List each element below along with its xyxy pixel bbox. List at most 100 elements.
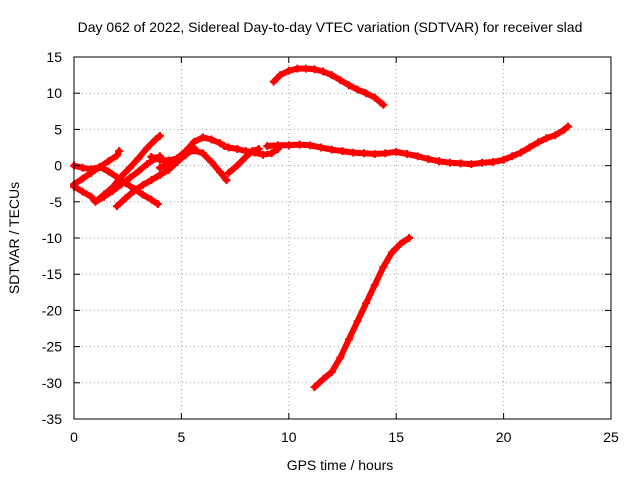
data-series <box>70 64 573 392</box>
data-point <box>112 151 121 160</box>
axis-ticks: 0 5 10 15 20 25 -35 -30 -25 -20 -15 -10 -5 0 5 10 15 <box>42 49 619 445</box>
data-point <box>456 159 465 168</box>
data-point <box>379 262 388 271</box>
data-point <box>125 163 134 172</box>
data-point <box>147 195 156 204</box>
x-tick-label: 25 <box>603 429 619 445</box>
data-point <box>125 173 134 182</box>
data-point <box>435 157 444 166</box>
data-point <box>525 143 534 152</box>
data-point <box>220 142 229 151</box>
data-point <box>259 150 268 159</box>
data-point <box>241 152 250 161</box>
x-tick-label: 5 <box>178 429 186 445</box>
data-point <box>344 81 353 90</box>
data-point <box>104 167 113 176</box>
data-point <box>222 176 231 185</box>
data-point <box>336 353 345 362</box>
data-point <box>381 149 390 158</box>
series-track-4 <box>91 131 164 206</box>
data-point <box>559 126 568 135</box>
data-point <box>263 142 272 151</box>
y-tick-label: 15 <box>46 49 62 65</box>
data-point <box>216 168 225 177</box>
data-point <box>130 186 139 195</box>
y-tick-label: 5 <box>54 121 62 137</box>
data-point <box>216 139 225 148</box>
data-point <box>155 171 164 180</box>
data-point <box>117 172 126 181</box>
data-point <box>310 65 319 74</box>
data-point <box>310 383 319 392</box>
data-point <box>445 158 454 167</box>
data-point <box>317 143 326 152</box>
y-tick-label: 10 <box>46 85 62 101</box>
data-point <box>269 77 278 86</box>
data-point <box>508 152 517 161</box>
data-point <box>338 147 347 156</box>
data-point <box>87 192 96 201</box>
data-point <box>344 335 353 344</box>
data-point <box>370 93 379 102</box>
data-point <box>362 89 371 98</box>
data-point <box>274 141 283 150</box>
data-point <box>173 155 182 164</box>
data-point <box>293 64 302 73</box>
data-point <box>301 64 310 73</box>
data-point <box>198 149 207 158</box>
data-point <box>207 135 216 144</box>
y-tick-label: -20 <box>42 302 62 318</box>
data-point <box>387 248 396 257</box>
data-point <box>467 160 476 169</box>
series-track-10 <box>435 122 573 169</box>
series-track-2 <box>70 147 124 189</box>
data-point <box>284 141 293 150</box>
data-point <box>248 147 257 156</box>
data-point <box>379 100 388 109</box>
data-point <box>295 140 304 149</box>
y-axis-label: SDTVAR / TECUs <box>6 182 22 294</box>
data-point <box>207 157 216 166</box>
data-point <box>164 159 173 168</box>
y-tick-label: 0 <box>54 158 62 174</box>
y-tick-label: -30 <box>42 375 62 391</box>
y-tick-label: -5 <box>50 194 63 210</box>
data-point <box>190 137 199 146</box>
data-point <box>100 190 109 199</box>
data-point <box>370 281 379 290</box>
data-point <box>413 152 422 161</box>
data-point <box>143 160 152 169</box>
data-point <box>564 122 573 131</box>
data-point <box>353 317 362 326</box>
y-tick-label: -35 <box>42 411 62 427</box>
series-track-11 <box>269 64 388 109</box>
x-tick-label: 10 <box>281 429 297 445</box>
data-point <box>78 187 87 196</box>
data-point <box>78 163 87 172</box>
series-track-9 <box>263 140 444 166</box>
x-tick-label: 15 <box>388 429 404 445</box>
data-point <box>155 131 164 140</box>
data-point <box>147 152 156 161</box>
data-point <box>327 367 336 376</box>
data-point <box>147 176 156 185</box>
data-point <box>327 145 336 154</box>
data-point <box>254 144 263 153</box>
data-point <box>78 174 87 183</box>
data-point <box>198 133 207 142</box>
data-point <box>190 146 199 155</box>
data-point <box>87 168 96 177</box>
data-point <box>233 161 242 170</box>
data-point <box>392 147 401 156</box>
data-point <box>95 163 104 172</box>
series-track-12 <box>310 234 414 392</box>
y-tick-label: -15 <box>42 266 62 282</box>
data-point <box>112 202 121 211</box>
data-point <box>516 148 525 157</box>
data-point <box>353 85 362 94</box>
data-point <box>533 138 542 147</box>
data-point <box>499 155 508 164</box>
data-point <box>327 71 336 80</box>
